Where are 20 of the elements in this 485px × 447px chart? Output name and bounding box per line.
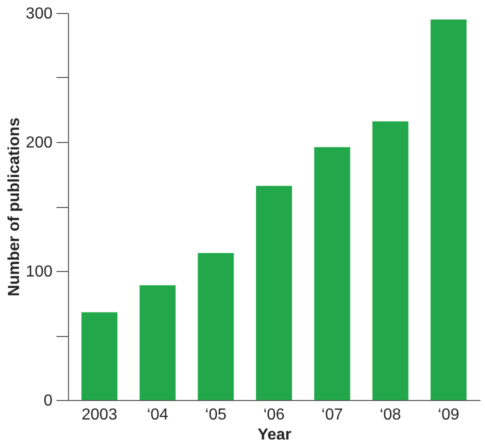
bar (314, 147, 350, 400)
bar (372, 121, 408, 400)
y-tick-label: 100 (26, 264, 53, 280)
bar (430, 19, 467, 400)
x-tick-label: ‘06 (263, 406, 285, 424)
y-tick-label: 0 (44, 392, 53, 410)
bar (81, 312, 118, 400)
y-tick-label: 200 (26, 134, 53, 152)
y-axis-title: Number of publications (6, 118, 23, 296)
x-tick-label: ‘09 (438, 406, 460, 424)
bar (198, 252, 234, 400)
y-tick-label: 300 (26, 6, 53, 22)
bar (256, 186, 292, 400)
x-tick-label: ‘04 (146, 406, 168, 424)
x-tick-label: ‘08 (380, 406, 402, 424)
x-tick-label: 2003 (82, 406, 118, 424)
x-tick-label: ‘05 (205, 406, 227, 424)
bar (140, 285, 176, 400)
x-tick-label: ‘07 (322, 406, 343, 424)
x-axis-title: Year (258, 426, 292, 444)
